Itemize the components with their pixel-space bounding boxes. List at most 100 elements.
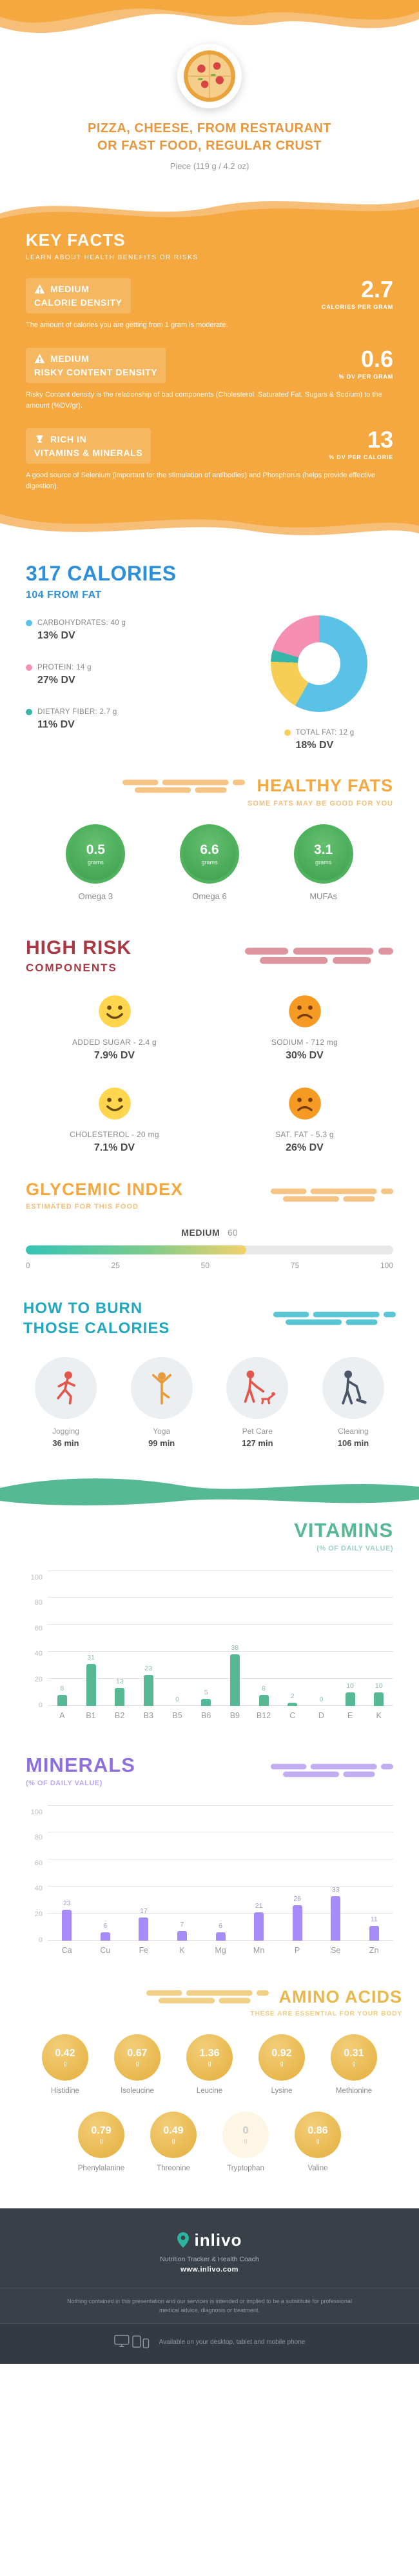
glycemic-heading: GLYCEMIC INDEX	[26, 1180, 184, 1200]
bar-value: 0	[319, 1695, 324, 1703]
jogging-icon	[47, 1369, 84, 1407]
risky-density-badge: MEDIUM RISKY CONTENT DENSITY	[26, 348, 166, 384]
pet-care-item: Pet Care 127 min	[215, 1356, 300, 1448]
omega3-unit: grams	[87, 859, 104, 866]
burn-calories-section: HOW TO BURN THOSE CALORIES Jogging 36 mi…	[0, 1292, 419, 1469]
xtick: B6	[201, 1710, 211, 1720]
brand-name: inlivo	[194, 2230, 242, 2250]
amino-heading: AMINO ACIDS	[278, 1986, 402, 2006]
xtick: B9	[229, 1710, 240, 1720]
xtick: Mn	[253, 1945, 265, 1955]
xtick: P	[294, 1945, 300, 1955]
bar-value: 2	[290, 1692, 295, 1701]
ytick: 40	[34, 1650, 43, 1658]
decorative-pills	[271, 1762, 393, 1779]
xtick: C	[289, 1710, 296, 1720]
vitamins-section: VITAMINS (% OF DAILY VALUE) 100 80 60 40…	[0, 1509, 419, 1743]
bar-value: 8	[262, 1684, 266, 1692]
omega3-label: Omega 3	[78, 891, 113, 902]
added-sugar-item: ADDED SUGAR - 2.4 g 7.9% DV	[26, 994, 203, 1062]
healthy-fats-section: HEALTHY FATS SOME FATS MAY BE GOOD FOR Y…	[0, 771, 419, 920]
fat-color-dot	[284, 729, 291, 737]
fiber-dv: 11% DV	[37, 719, 75, 731]
page-title-line2: OR FAST FOOD, REGULAR CRUST	[97, 139, 322, 153]
bar-value: 33	[331, 1885, 340, 1894]
legend-total-fat: TOTAL FAT: 12 g 18% DV	[284, 729, 355, 751]
scale-50: 50	[200, 1261, 210, 1271]
disclaimer-text: Nothing contained in this presentation a…	[0, 2287, 419, 2324]
threonine-unit: g	[171, 2137, 175, 2145]
methionine-item: 0.31 g Methionine	[326, 2034, 382, 2095]
sodium-label: SODIUM - 712 mg	[271, 1038, 338, 1047]
xtick: B1	[86, 1710, 96, 1720]
amino-acids-section: AMINO ACIDS THESE ARE ESSENTIAL FOR YOUR…	[0, 1978, 419, 2192]
sad-face-icon	[287, 994, 322, 1029]
decorative-pills	[146, 1988, 269, 2005]
bar-magnesium	[215, 1932, 226, 1941]
trophy-icon	[34, 434, 45, 444]
cholesterol-item: CHOLESTEROL - 20 mg 7.1% DV	[26, 1086, 203, 1154]
histidine-item: 0.42 g Histidine	[37, 2034, 93, 2095]
threonine-label: Threonine	[157, 2164, 190, 2172]
xtick: D	[318, 1710, 324, 1720]
website-link[interactable]: www.inlivo.com	[180, 2265, 239, 2274]
ytick: 100	[30, 1573, 43, 1581]
high-risk-heading: HIGH RISK	[26, 937, 132, 959]
xtick: Fe	[139, 1945, 149, 1955]
threonine-value: 0.49	[163, 2125, 184, 2137]
methionine-unit: g	[352, 2060, 356, 2067]
key-facts-subheading: LEARN ABOUT HEALTH BENEFITS OR RISKS	[26, 254, 199, 261]
fact-vitamins-minerals: RICH IN VITAMINS & MINERALS 13 % DV PER …	[26, 428, 393, 492]
saturated-fat-label: SAT. FAT - 5.3 g	[275, 1130, 334, 1140]
healthy-fats-subheading: SOME FATS MAY BE GOOD FOR YOU	[247, 800, 393, 808]
vitamins-minerals-value: 13	[367, 426, 393, 453]
burn-heading-line2: THOSE CALORIES	[23, 1320, 170, 1338]
calories-from-fat: 104 FROM FAT	[26, 590, 102, 601]
omega6-unit: grams	[201, 859, 218, 866]
calorie-density-value: 2.7	[360, 276, 393, 302]
keyfacts-top-wave	[0, 199, 419, 224]
methionine-value: 0.31	[344, 2048, 364, 2059]
brand: inlivo	[0, 2230, 419, 2250]
calories-section: 317 CALORIES 104 FROM FAT CARBOHYDRATES:…	[0, 545, 419, 771]
bar-vitamin-a	[57, 1694, 67, 1706]
bar-value: 8	[60, 1684, 64, 1692]
sad-face-icon	[287, 1086, 322, 1121]
histidine-label: Histidine	[50, 2086, 80, 2095]
cleaning-label: Cleaning	[338, 1426, 369, 1436]
scale-75: 75	[290, 1261, 300, 1271]
risky-density-description: Risky Content density is the relationshi…	[26, 391, 382, 410]
page-title-line1: PIZZA, CHEESE, FROM RESTAURANT	[88, 121, 331, 135]
devices-icon	[114, 2334, 151, 2350]
happy-face-icon	[97, 1086, 132, 1121]
high-risk-subheading: COMPONENTS	[26, 962, 117, 975]
bar-value: 23	[63, 1899, 71, 1907]
mufas-unit: grams	[315, 859, 332, 866]
top-wave-decoration	[0, 0, 419, 34]
bar-value: 11	[370, 1915, 378, 1923]
isoleucine-label: Isoleucine	[121, 2086, 154, 2095]
badge-label: VITAMINS & MINERALS	[34, 448, 143, 459]
saturated-fat-dv: 26% DV	[286, 1142, 324, 1154]
leucine-item: 1.36 g Leucine	[182, 2034, 237, 2095]
glycemic-index-section: GLYCEMIC INDEX ESTIMATED FOR THIS FOOD M…	[0, 1176, 419, 1292]
lysine-item: 0.92 g Lysine	[254, 2034, 309, 2095]
bar-value: 6	[219, 1922, 222, 1930]
xtick: Se	[331, 1945, 341, 1955]
bar-value: 7	[180, 1920, 184, 1928]
minerals-subheading: (% OF DAILY VALUE)	[26, 1779, 102, 1787]
vitamins-plot-area: 8 31 13 23 0 5 38 8 2 0 10 10	[48, 1570, 393, 1706]
bar-potassium	[177, 1930, 187, 1941]
fat-label: TOTAL FAT: 12 g	[295, 729, 355, 737]
pizza-icon	[184, 50, 235, 102]
lysine-unit: g	[280, 2060, 284, 2067]
bar-calcium	[62, 1909, 72, 1941]
ytick: 0	[38, 1936, 43, 1944]
minerals-heading: MINERALS	[26, 1753, 135, 1776]
vitamins-subheading: (% OF DAILY VALUE)	[317, 1544, 393, 1552]
yoga-time: 99 min	[148, 1438, 175, 1448]
vitamins-bar-chart: 100 80 60 40 20 0 8 31 13 23 0 5 38 8 2 …	[26, 1570, 393, 1709]
added-sugar-dv: 7.9% DV	[93, 1050, 135, 1062]
omega6-circle: 6.6 grams	[179, 824, 239, 884]
cholesterol-dv: 7.1% DV	[93, 1142, 135, 1154]
